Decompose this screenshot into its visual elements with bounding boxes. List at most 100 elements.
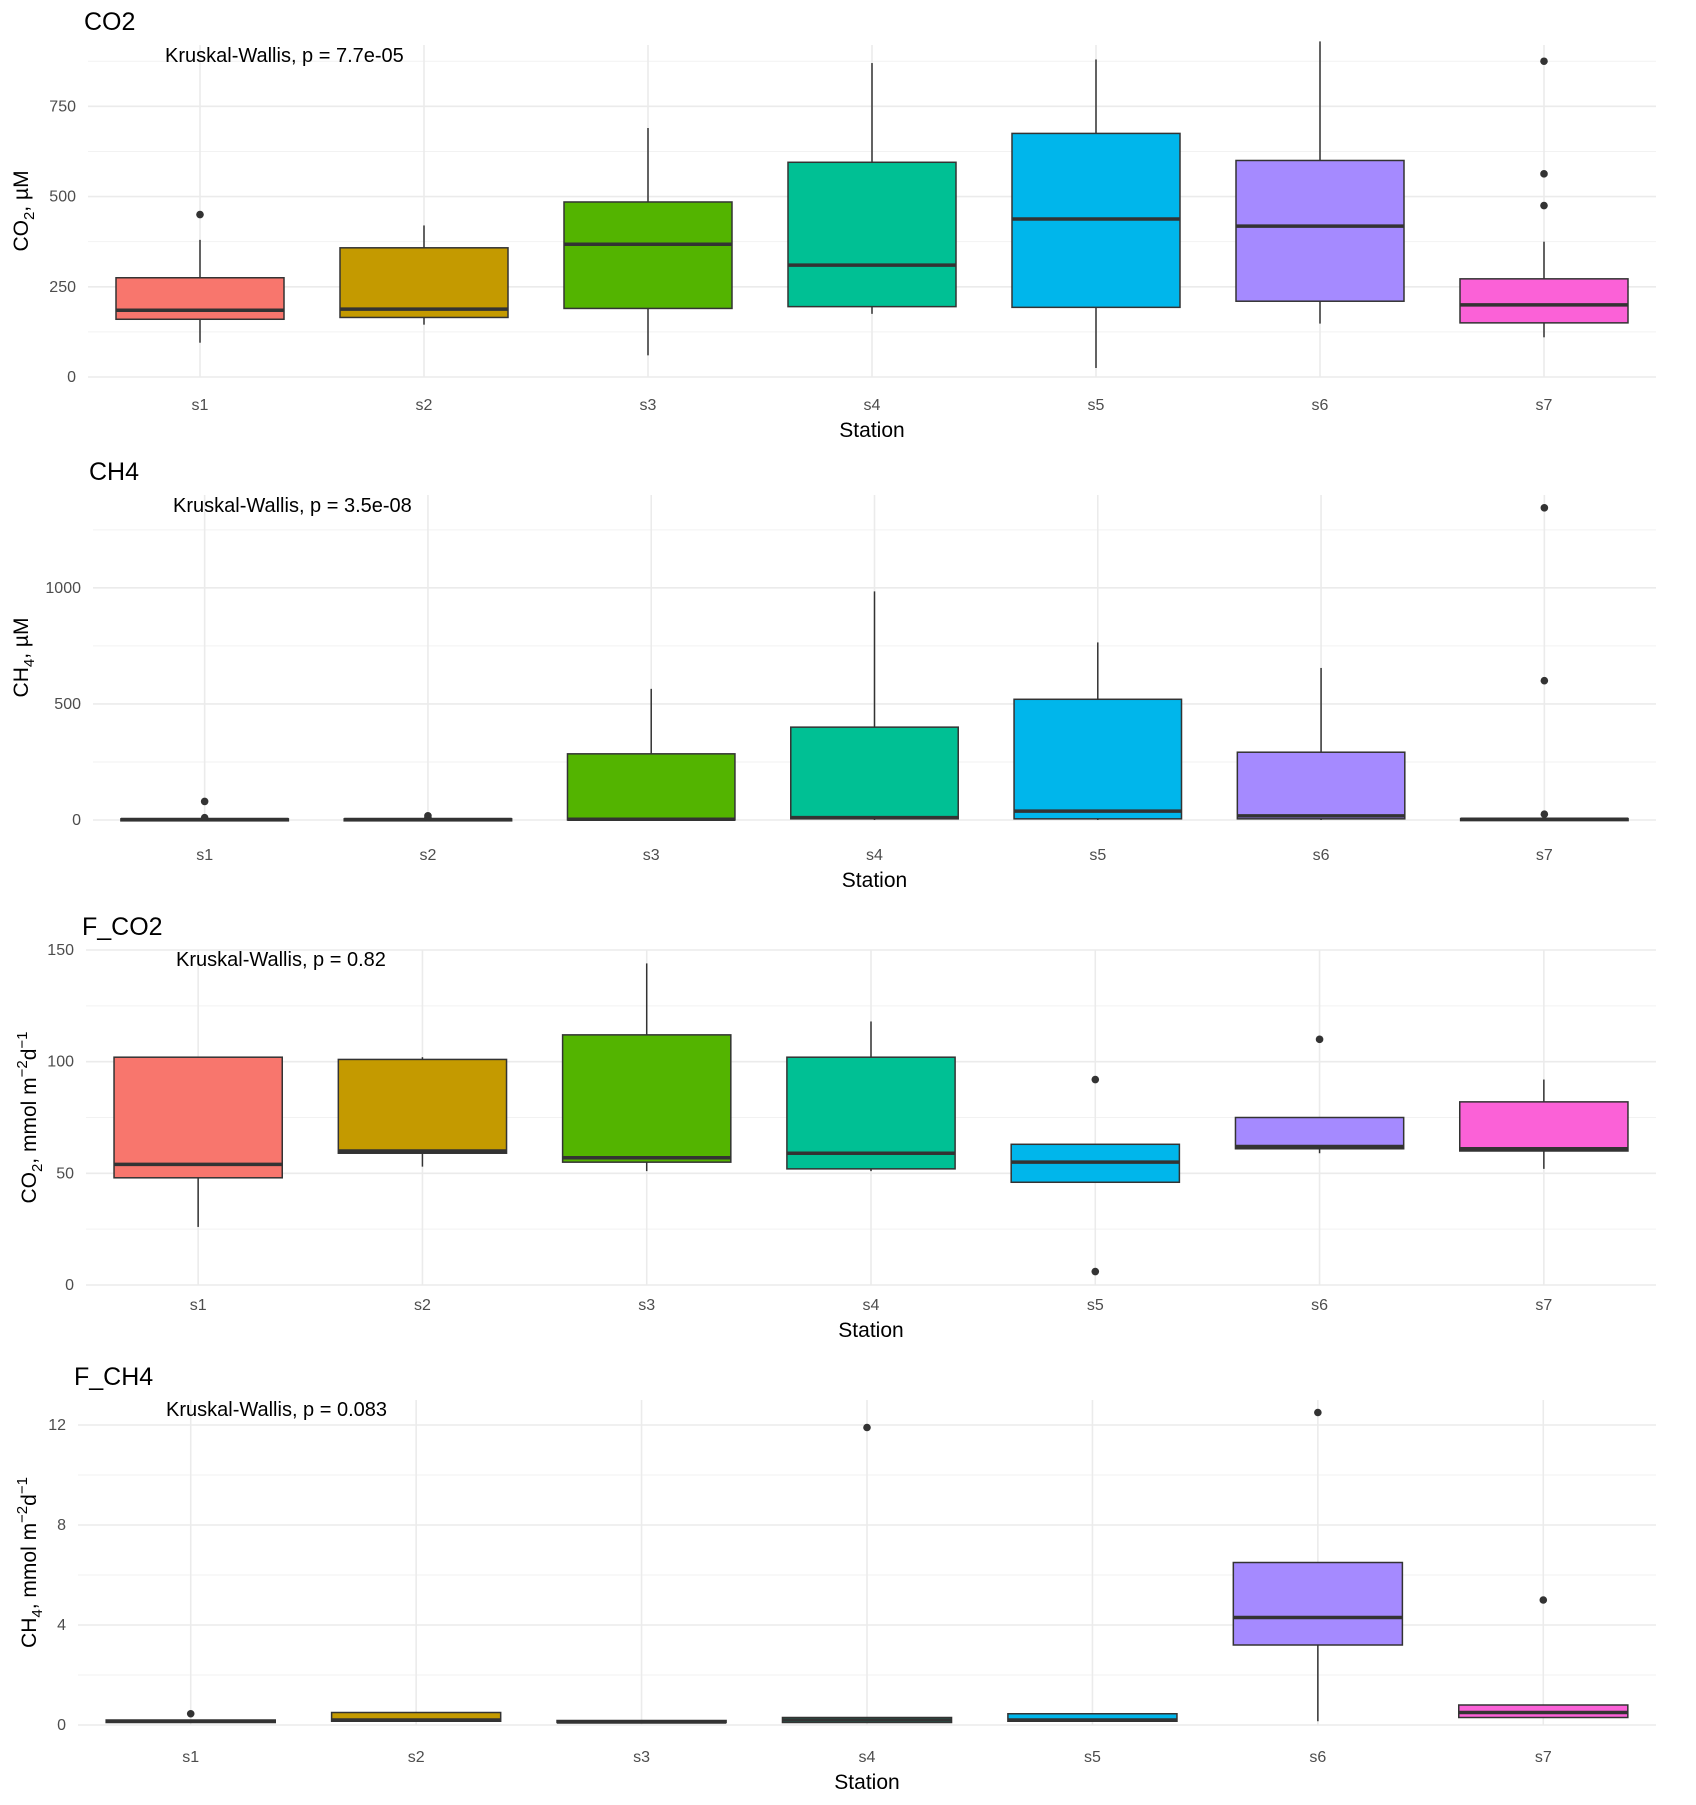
box-s7: [1458, 1596, 1629, 1719]
y-title-part: CH: [18, 1618, 41, 1648]
y-title-part: d: [18, 1494, 41, 1506]
outlier-point: [863, 1423, 871, 1432]
y-tick-label: 8: [57, 1517, 66, 1534]
x-tick-label: s7: [1536, 847, 1553, 864]
y-tick-label: 100: [47, 1054, 74, 1071]
outlier-point: [1540, 201, 1548, 210]
outlier-point: [1540, 676, 1549, 685]
y-tick-label: 0: [72, 812, 81, 829]
y-title-subscript: 4: [21, 659, 38, 667]
y-tick-label: 0: [65, 1277, 74, 1294]
box-s4: [787, 63, 957, 314]
panel-title: F_CH4: [74, 1363, 153, 1391]
box-iqr: [1234, 1116, 1405, 1150]
box-iqr: [1459, 278, 1629, 324]
box-iqr: [786, 1056, 956, 1170]
panel-f-ch4: 0 4 8 12 s1 s2 s3 s4 s5 s6 s7 F_CH4 Kruskal-Wallis, …: [14, 1363, 1656, 1794]
x-axis-title: Station: [838, 1319, 903, 1342]
y-title-part: , mmol m: [18, 1077, 41, 1163]
y-title-superscript: −1: [14, 1031, 31, 1048]
x-tick-label: s2: [416, 397, 433, 414]
x-tick-label: s1: [190, 1297, 207, 1314]
x-tick-label: s6: [1313, 847, 1330, 864]
panel-ch4: 0 500 1000 s1 s2 s3 s4 s5 s6 s7 CH4 Kruskal-Wallis,…: [10, 458, 1656, 892]
x-tick-label: s2: [414, 1297, 431, 1314]
y-title-subscript: 4: [29, 1609, 46, 1617]
outlier-point: [424, 812, 432, 820]
box-s1: [115, 210, 285, 343]
x-tick-label: s5: [1088, 397, 1105, 414]
box-s2: [337, 1057, 508, 1167]
box-iqr: [563, 201, 733, 310]
outlier-point: [1091, 1267, 1100, 1276]
box-s6: [1236, 667, 1406, 820]
box-s5: [1013, 642, 1183, 820]
panel-f-co2: 0 50 100 150 s1 s2 s3 s4 s5 s6 s7 F_CO2 Kruskal-Wall…: [14, 913, 1656, 1342]
box-s7: [1459, 503, 1629, 822]
x-tick-label: s6: [1311, 1297, 1328, 1314]
box-s3: [561, 963, 732, 1172]
y-tick-label: 12: [48, 1417, 66, 1434]
y-tick-label: 4: [57, 1617, 66, 1634]
box-s3: [556, 1719, 727, 1724]
outlier-point: [200, 797, 209, 806]
box-s2: [343, 812, 513, 822]
x-axis-title: Station: [842, 869, 907, 892]
y-title-part: CO: [10, 220, 33, 252]
x-tick-label: s1: [192, 397, 209, 414]
x-tick-label: s3: [638, 1297, 655, 1314]
x-axis-title: Station: [839, 419, 904, 442]
box-iqr: [790, 726, 959, 820]
x-tick-label: s7: [1535, 1297, 1552, 1314]
x-axis-title: Station: [834, 1771, 899, 1794]
outlier-point: [1539, 1596, 1548, 1604]
x-tick-label: s6: [1312, 397, 1329, 414]
x-tick-label: s3: [640, 397, 657, 414]
y-axis-title: CH4, µM: [10, 618, 38, 698]
y-tick-label: 500: [54, 696, 81, 713]
x-tick-label: s4: [864, 397, 881, 414]
y-title-part: , µM: [10, 618, 33, 659]
outlier-point: [196, 210, 204, 219]
y-title-part: , µM: [10, 170, 33, 211]
box-s2: [339, 225, 509, 325]
x-tick-label: s6: [1309, 1749, 1326, 1766]
y-tick-label: 500: [49, 189, 76, 206]
x-tick-label: s1: [182, 1749, 199, 1766]
box-iqr: [787, 161, 957, 308]
box-iqr: [1013, 698, 1183, 820]
y-tick-label: 1000: [45, 580, 81, 597]
x-tick-label: s5: [1087, 1297, 1104, 1314]
box-iqr: [337, 1058, 508, 1154]
panel-title: F_CO2: [82, 913, 163, 941]
box-s6: [1234, 1035, 1405, 1154]
kruskal-wallis-annotation: Kruskal-Wallis, p = 0.82: [176, 949, 386, 971]
x-tick-label: s4: [866, 847, 883, 864]
box-iqr: [1235, 159, 1405, 302]
x-tick-label: s3: [643, 847, 660, 864]
x-tick-label: s5: [1084, 1749, 1101, 1766]
y-title-subscript: 2: [21, 212, 38, 220]
box-iqr: [1459, 1101, 1629, 1152]
x-tick-label: s4: [863, 1297, 880, 1314]
box-iqr: [1236, 751, 1406, 820]
y-title-superscript: −2: [14, 1060, 31, 1077]
y-tick-label: 150: [47, 942, 74, 959]
y-title-part: d: [18, 1049, 41, 1061]
outlier-point: [1540, 57, 1548, 66]
x-tick-label: s4: [859, 1749, 876, 1766]
y-tick-label: 50: [56, 1165, 74, 1182]
outlier-point: [1540, 503, 1549, 512]
kruskal-wallis-annotation: Kruskal-Wallis, p = 0.083: [166, 1399, 387, 1421]
x-tick-label: s7: [1535, 1749, 1552, 1766]
box-iqr: [339, 247, 509, 319]
x-tick-label: s2: [419, 847, 436, 864]
y-axis-title: CO2, µM: [10, 170, 38, 251]
box-s5: [1011, 59, 1181, 368]
box-s5: [1007, 1713, 1178, 1722]
y-title-superscript: −2: [14, 1506, 31, 1523]
panel-co2: 0 250 500 750 s1 s2 s3 s4 s5 s6 s7 CO2 Kruskal-Walli…: [10, 8, 1656, 442]
y-tick-label: 750: [49, 98, 76, 115]
box-s3: [563, 128, 733, 356]
